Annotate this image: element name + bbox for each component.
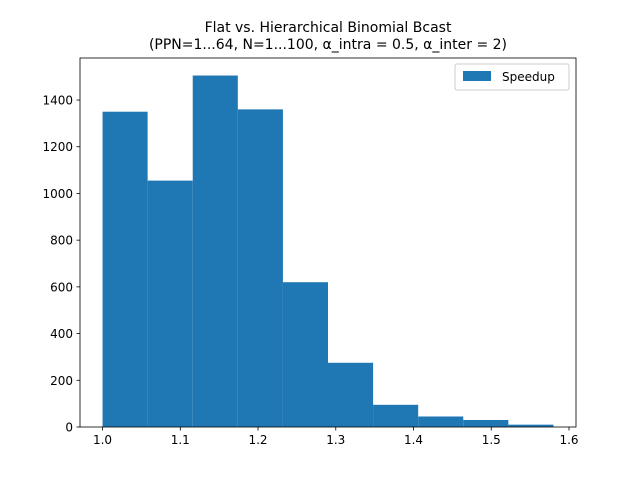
histogram-bar bbox=[237, 109, 283, 427]
x-tick-label: 1.1 bbox=[171, 433, 190, 447]
histogram-bar bbox=[418, 416, 464, 427]
histogram-bar bbox=[373, 404, 419, 427]
y-axis-ticks: 0 200 400 600 800 1000 1200 1400 bbox=[42, 94, 80, 435]
y-tick-label: 1200 bbox=[42, 140, 73, 154]
x-tick-label: 1.4 bbox=[404, 433, 423, 447]
histogram-bar bbox=[463, 419, 509, 427]
legend-box bbox=[454, 63, 570, 91]
y-tick-label: 200 bbox=[50, 374, 73, 388]
chart-subtitle: (PPN=1...64, N=1...100, α_intra = 0.5, α… bbox=[149, 37, 507, 53]
x-axis-ticks: 1.0 1.1 1.2 1.3 1.4 1.5 1.6 bbox=[93, 427, 579, 447]
y-tick-label: 800 bbox=[50, 234, 73, 248]
legend-swatch bbox=[463, 71, 491, 81]
y-tick-label: 1400 bbox=[42, 94, 73, 108]
y-tick-label: 0 bbox=[65, 421, 73, 435]
y-tick-label: 1000 bbox=[42, 187, 73, 201]
histogram-bar bbox=[192, 75, 238, 428]
x-tick-label: 1.6 bbox=[559, 433, 578, 447]
histogram-bar bbox=[102, 111, 148, 428]
histogram-bars bbox=[102, 75, 554, 428]
x-tick-label: 1.5 bbox=[482, 433, 501, 447]
plot-frame bbox=[79, 57, 577, 428]
y-tick-label: 600 bbox=[50, 280, 73, 294]
histogram-bar bbox=[508, 424, 554, 427]
y-tick-label: 400 bbox=[50, 327, 73, 341]
histogram-bar bbox=[282, 282, 328, 427]
x-tick-label: 1.0 bbox=[93, 433, 112, 447]
histogram-bar bbox=[328, 362, 374, 427]
legend-label-speedup: Speedup bbox=[502, 70, 555, 84]
x-tick-label: 1.2 bbox=[248, 433, 267, 447]
x-tick-label: 1.3 bbox=[326, 433, 345, 447]
chart-title: Flat vs. Hierarchical Binomial Bcast bbox=[205, 20, 452, 36]
legend: Speedup bbox=[454, 63, 570, 91]
histogram-bar bbox=[147, 180, 193, 427]
